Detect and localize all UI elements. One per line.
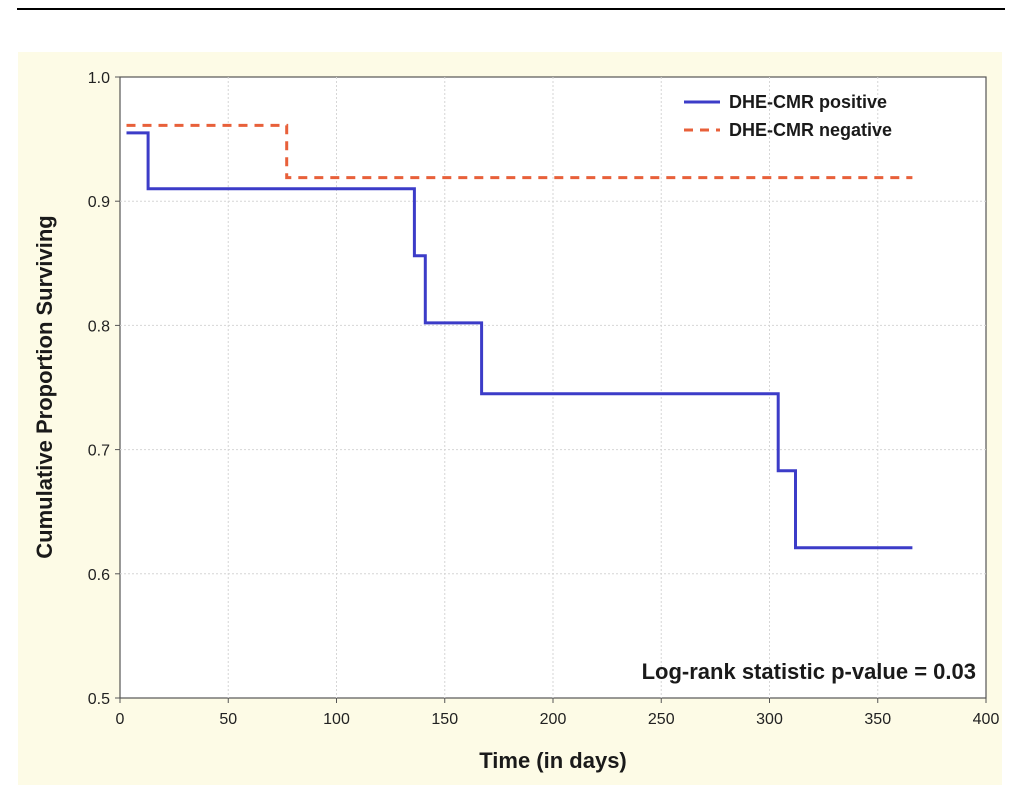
x-tick-label: 350 bbox=[864, 711, 891, 728]
y-tick-label: 0.7 bbox=[88, 443, 110, 460]
x-tick-label: 300 bbox=[756, 711, 783, 728]
legend-label-negative: DHE-CMR negative bbox=[729, 120, 892, 140]
x-tick-label: 250 bbox=[648, 711, 675, 728]
x-tick-label: 400 bbox=[973, 711, 1000, 728]
x-tick-label: 100 bbox=[323, 711, 350, 728]
top-rule bbox=[17, 8, 1005, 10]
tick-labels: 0 50 100 150 200 250 300 350 400 0.5 0.6 0.7 0.8 0.9 1… bbox=[88, 70, 1000, 728]
y-tick-label: 0.6 bbox=[88, 567, 110, 584]
legend-label-positive: DHE-CMR positive bbox=[729, 92, 887, 112]
legend: DHE-CMR positive DHE-CMR negative bbox=[684, 92, 892, 140]
log-rank-annotation: Log-rank statistic p-value = 0.03 bbox=[642, 659, 976, 684]
y-axis-title: Cumulative Proportion Surviving bbox=[32, 215, 57, 558]
y-tick-label: 0.5 bbox=[88, 691, 110, 708]
series-line-negative bbox=[126, 123, 913, 180]
x-axis-title: Time (in days) bbox=[479, 748, 627, 773]
x-tick-label: 200 bbox=[540, 711, 567, 728]
y-tick-label: 0.9 bbox=[88, 194, 110, 211]
series-line-positive bbox=[126, 131, 913, 550]
series-layer bbox=[126, 123, 913, 550]
y-tick-label: 0.8 bbox=[88, 318, 110, 335]
x-tick-label: 0 bbox=[116, 711, 125, 728]
grid bbox=[120, 77, 986, 698]
x-tick-label: 50 bbox=[219, 711, 237, 728]
x-tick-label: 150 bbox=[431, 711, 458, 728]
y-tick-label: 1.0 bbox=[88, 70, 110, 87]
